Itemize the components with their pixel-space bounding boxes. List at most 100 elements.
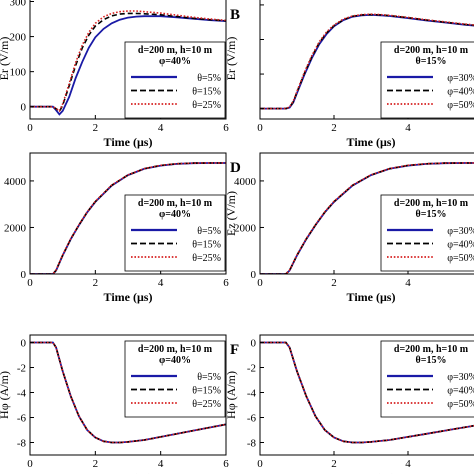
series-line-3 xyxy=(30,162,226,274)
y-tick-label: -4 xyxy=(247,388,257,400)
legend-box xyxy=(380,41,474,119)
legend: d=200 m, h=10 mθ=15%φ=30% φ=40% φ=50% xyxy=(380,41,474,119)
x-axis-label: Time (μs) xyxy=(104,471,153,474)
legend-title: φ=40% xyxy=(159,355,191,366)
x-tick-label: 0 xyxy=(27,122,33,134)
legend-box xyxy=(380,194,474,272)
y-axis-label: Hφ (A/m) xyxy=(224,371,238,419)
x-axis-label: Time (μs) xyxy=(104,135,153,149)
legend-box xyxy=(380,340,474,418)
x-axis-label: Time (μs) xyxy=(347,471,396,474)
x-axis-label: Time (μs) xyxy=(347,135,396,149)
legend-entry-label: φ=40% xyxy=(447,87,474,98)
axes-frame xyxy=(259,334,474,456)
legend-title: φ=40% xyxy=(159,56,191,67)
legend-title: θ=15% xyxy=(416,355,447,366)
y-tick-label: 0 xyxy=(21,102,27,114)
y-tick-label: 0 xyxy=(251,338,257,350)
legend: d=200 m, h=10 mφ=40% θ=5% θ=15% θ=25% xyxy=(124,194,226,272)
x-tick-label: 4 xyxy=(158,277,164,289)
series-line-2 xyxy=(30,341,226,444)
legend-title: θ=15% xyxy=(416,209,447,220)
series-line-2 xyxy=(260,13,474,110)
x-axis-label: Time (μs) xyxy=(104,290,153,304)
y-tick-label: 0 xyxy=(21,338,27,350)
legend-entry-label: θ=25% xyxy=(192,253,221,264)
legend-entry-label: φ=50% xyxy=(447,100,474,111)
legend-entry-label: φ=30% xyxy=(447,73,474,84)
y-axis-label: Er (V/m) xyxy=(0,37,11,81)
y-tick-label: 2000 xyxy=(234,222,257,234)
legend-entry-label: θ=5% xyxy=(197,73,221,84)
y-axis-label: Er (V/m) xyxy=(224,37,238,81)
chart-panel-3: 0 2 4 6 0 2000 4000 Time (μs) d=200 m, h=10 mφ=4… xyxy=(4,152,229,304)
legend-title: d=200 m, h=10 m xyxy=(138,45,213,56)
x-tick-label: 0 xyxy=(27,458,33,470)
x-tick-label: 6 xyxy=(223,277,229,289)
y-tick-label: 4000 xyxy=(4,176,27,188)
legend-entry-label: φ=50% xyxy=(447,253,474,264)
y-tick-label: 200 xyxy=(10,32,27,44)
series-line-3 xyxy=(30,10,226,113)
series-line-3 xyxy=(260,341,474,444)
legend-title: d=200 m, h=10 m xyxy=(394,344,469,355)
axes-frame xyxy=(29,152,227,275)
y-tick-label: -6 xyxy=(247,413,257,425)
legend-entry-label: θ=15% xyxy=(192,386,221,397)
legend-title: d=200 m, h=10 m xyxy=(138,344,213,355)
x-tick-label: 2 xyxy=(93,458,99,470)
y-tick-label: 0 xyxy=(21,269,27,281)
panel-label: B xyxy=(230,7,240,23)
x-axis-label: Time (μs) xyxy=(347,290,396,304)
axes-frame xyxy=(259,0,474,120)
series-line-3 xyxy=(260,162,474,274)
chart-panel-4: 0 2 4 0 2000 4000 Time (μs) Ez (V/m) Dd=200 m, h… xyxy=(224,152,474,304)
y-tick-label: 2000 xyxy=(4,222,27,234)
y-tick-label: -2 xyxy=(247,363,256,375)
panel-label: F xyxy=(230,342,239,358)
axes-frame xyxy=(259,152,474,275)
y-axis-label: Hφ (A/m) xyxy=(0,371,11,419)
legend-entry-label: φ=50% xyxy=(447,399,474,410)
x-tick-label: 4 xyxy=(405,277,411,289)
legend-title: d=200 m, h=10 m xyxy=(394,198,469,209)
legend-entry-label: φ=30% xyxy=(447,226,474,237)
x-tick-label: 0 xyxy=(257,277,263,289)
y-tick-label: -4 xyxy=(17,388,27,400)
legend-title: φ=40% xyxy=(159,209,191,220)
axes-frame xyxy=(29,334,227,456)
x-tick-label: 2 xyxy=(331,458,337,470)
legend-entry-label: φ=40% xyxy=(447,240,474,251)
series-line-3 xyxy=(30,341,226,444)
legend: d=200 m, h=10 mθ=15%φ=30% φ=40% φ=50% xyxy=(380,340,474,418)
y-tick-label: 300 xyxy=(10,0,27,9)
chart-panel-2: 0 2 4 Time (μs) Er (V/m) Bd=200 m, h=10 mθ=15… xyxy=(224,0,474,149)
y-tick-label: -2 xyxy=(17,363,26,375)
series-line-2 xyxy=(30,12,226,113)
legend-title: d=200 m, h=10 m xyxy=(138,198,213,209)
legend-box xyxy=(124,41,226,119)
legend-box xyxy=(124,194,226,272)
legend-entry-label: θ=15% xyxy=(192,87,221,98)
y-tick-label: -8 xyxy=(247,438,257,450)
legend-entry-label: θ=5% xyxy=(197,372,221,383)
x-tick-label: 4 xyxy=(405,458,411,470)
legend-title: θ=15% xyxy=(416,56,447,67)
y-tick-label: 0 xyxy=(251,269,257,281)
x-tick-label: 6 xyxy=(223,122,229,134)
legend-entry-label: φ=40% xyxy=(447,386,474,397)
x-tick-label: 0 xyxy=(27,277,33,289)
x-tick-label: 0 xyxy=(257,122,263,134)
chart-panel-1: 0 2 4 6 0 100 200 300 Time (μs) Er (V/m) d=200 m, … xyxy=(0,0,229,149)
chart-panel-5: 0 2 4 6 0 -2 -4 -6 -8 Time (μs) Hφ (A/m) d=200 m, h… xyxy=(0,334,229,474)
legend-entry-label: φ=30% xyxy=(447,372,474,383)
x-tick-label: 2 xyxy=(93,277,99,289)
axes-frame xyxy=(29,0,227,120)
legend: d=200 m, h=10 mφ=40% θ=5% θ=15% θ=25% xyxy=(124,340,226,418)
x-tick-label: 4 xyxy=(405,122,411,134)
y-axis-label: Ez (V/m) xyxy=(224,191,238,236)
y-tick-label: 4000 xyxy=(234,176,257,188)
x-tick-label: 4 xyxy=(158,122,164,134)
x-tick-label: 4 xyxy=(158,458,164,470)
